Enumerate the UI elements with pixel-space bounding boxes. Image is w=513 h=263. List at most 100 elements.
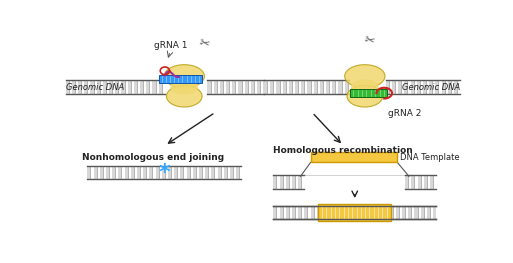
Bar (162, 165, 165, 179)
Bar (408, 206, 411, 219)
Bar (283, 80, 286, 94)
Ellipse shape (170, 79, 198, 95)
Bar (350, 89, 387, 97)
Bar (174, 165, 177, 179)
Text: ✂: ✂ (362, 33, 376, 48)
Bar (298, 206, 301, 219)
Bar (332, 80, 336, 94)
Ellipse shape (347, 85, 383, 107)
Text: *: * (159, 163, 171, 183)
Ellipse shape (166, 85, 202, 107)
Bar (263, 80, 264, 94)
Bar (286, 175, 289, 189)
Bar (292, 206, 295, 219)
Bar (277, 80, 280, 94)
Bar (66, 80, 69, 94)
Bar (396, 206, 399, 219)
Bar (405, 175, 408, 189)
Bar (236, 165, 239, 179)
Bar (239, 80, 242, 94)
Bar (146, 80, 149, 94)
Bar (152, 80, 155, 94)
Bar (214, 80, 217, 94)
Bar (326, 80, 329, 94)
Bar (398, 80, 401, 94)
Bar (320, 80, 323, 94)
Bar (199, 165, 202, 179)
Bar (181, 165, 184, 179)
Text: gRNA 2: gRNA 2 (388, 109, 422, 118)
Bar (319, 204, 391, 221)
Ellipse shape (345, 65, 385, 88)
Bar (295, 80, 298, 94)
Bar (410, 80, 413, 94)
Bar (207, 80, 211, 94)
Bar (224, 165, 227, 179)
Bar (273, 175, 277, 189)
Bar (134, 80, 137, 94)
Bar (72, 80, 75, 94)
Bar (415, 206, 418, 219)
Bar (119, 165, 122, 179)
Bar (264, 80, 267, 94)
Bar (418, 175, 421, 189)
Bar (433, 206, 436, 219)
Bar (404, 80, 407, 94)
Bar (313, 80, 317, 94)
Bar (193, 165, 196, 179)
Bar (125, 165, 128, 179)
Bar (115, 80, 119, 94)
Bar (423, 80, 426, 94)
Bar (205, 165, 208, 179)
Bar (417, 80, 420, 94)
Bar (96, 80, 100, 94)
Bar (112, 165, 115, 179)
Bar (454, 80, 457, 94)
Bar (230, 165, 233, 179)
Bar (257, 80, 260, 94)
Bar (345, 80, 348, 94)
Bar (448, 80, 451, 94)
Ellipse shape (351, 79, 379, 95)
Bar (289, 80, 292, 94)
Bar (427, 206, 430, 219)
Bar (218, 165, 221, 179)
Bar (317, 206, 320, 219)
Bar (386, 80, 389, 94)
Bar (390, 206, 393, 219)
Text: Genomic DNA: Genomic DNA (402, 83, 460, 92)
Bar (103, 80, 106, 94)
Text: ✂: ✂ (197, 36, 210, 52)
Bar (220, 80, 223, 94)
Bar (143, 165, 146, 179)
Bar (137, 165, 140, 179)
Bar (436, 80, 439, 94)
Bar (310, 152, 398, 163)
Bar (211, 165, 214, 179)
Text: Homologous recombination: Homologous recombination (273, 145, 413, 155)
Bar (304, 206, 307, 219)
Bar (78, 80, 81, 94)
Bar (270, 80, 273, 94)
Bar (411, 175, 415, 189)
Bar (280, 175, 283, 189)
Bar (87, 165, 90, 179)
Bar (429, 80, 432, 94)
Bar (232, 80, 235, 94)
Bar (245, 80, 248, 94)
Bar (339, 80, 342, 94)
Bar (301, 80, 304, 94)
Bar (159, 80, 162, 94)
Bar (122, 80, 125, 94)
Bar (90, 80, 93, 94)
Bar (421, 206, 424, 219)
Bar (402, 206, 405, 219)
Bar (292, 175, 295, 189)
Bar (226, 80, 229, 94)
Bar (307, 80, 310, 94)
Bar (93, 165, 96, 179)
Bar (310, 206, 313, 219)
Text: Nonhomologous end joining: Nonhomologous end joining (82, 153, 224, 162)
Bar (392, 80, 395, 94)
Bar (106, 165, 109, 179)
